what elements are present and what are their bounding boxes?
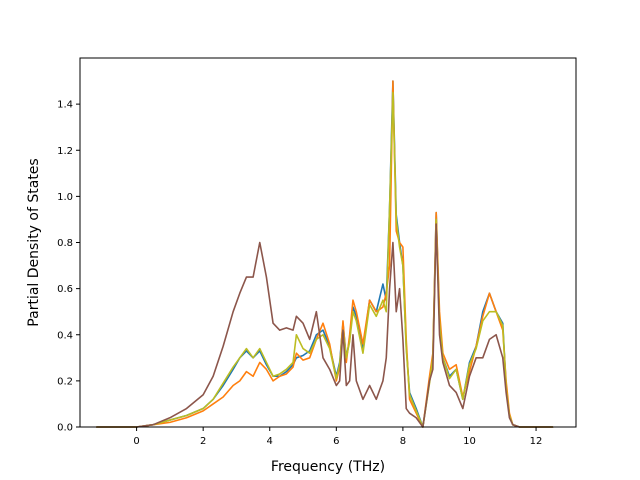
y-tick-label: 0.8 — [57, 238, 73, 249]
x-tick-label: 4 — [267, 436, 273, 447]
y-tick-label: 1.4 — [57, 100, 73, 111]
series-layer — [95, 80, 554, 428]
x-axis-label: Frequency (THz) — [271, 459, 385, 475]
y-axis-label: Partial Density of States — [26, 158, 42, 326]
y-axis-ticks: 0.0 0.2 0.4 0.6 0.8 1.0 1.2 1.4 — [57, 100, 80, 434]
x-tick-label: 8 — [400, 436, 406, 447]
x-tick-label: 10 — [463, 436, 476, 447]
x-tick-label: 12 — [530, 436, 543, 447]
x-tick-label: 2 — [200, 436, 206, 447]
y-tick-label: 0.0 — [57, 423, 73, 434]
series-line-2 — [95, 80, 554, 428]
y-tick-label: 1.2 — [57, 146, 73, 157]
series-line-1 — [95, 80, 554, 428]
x-axis-ticks: 0 2 4 6 8 10 12 — [133, 427, 542, 447]
plot-frame — [79, 57, 577, 428]
y-tick-label: 1.0 — [57, 192, 73, 203]
x-tick-label: 6 — [333, 436, 339, 447]
y-tick-label: 0.4 — [57, 330, 73, 341]
x-tick-label: 0 — [133, 436, 139, 447]
series-line-3 — [95, 91, 554, 428]
y-tick-label: 0.6 — [57, 284, 73, 295]
y-tick-label: 0.2 — [57, 376, 73, 387]
series-line-4 — [95, 223, 554, 428]
